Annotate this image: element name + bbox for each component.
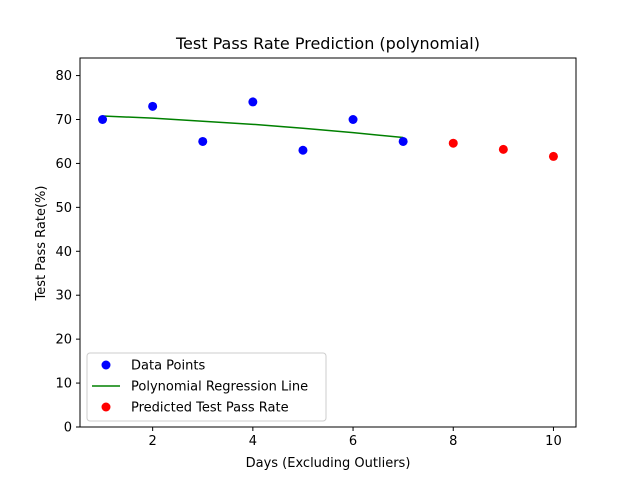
legend-label: Data Points (131, 359, 205, 374)
x-tick-label: 10 (545, 434, 562, 449)
data-point (198, 136, 208, 146)
predicted-point (548, 151, 558, 161)
legend-marker-swatch (101, 402, 111, 412)
legend-label: Predicted Test Pass Rate (131, 401, 289, 416)
y-tick-label: 50 (55, 201, 72, 216)
y-tick-label: 30 (55, 289, 72, 304)
data-point (348, 115, 358, 124)
x-tick-label: 2 (149, 434, 157, 449)
data-point (248, 97, 258, 107)
y-axis: 0 10 20 30 40 50 60 70 80 (55, 69, 80, 436)
y-tick-label: 10 (55, 377, 72, 392)
x-axis: 2 4 6 8 10 (149, 427, 562, 449)
y-tick-label: 40 (55, 245, 72, 260)
legend: Data Points Polynomial Regression Line Pre… (86, 352, 327, 422)
y-tick-label: 0 (64, 421, 72, 436)
predicted-point (448, 138, 458, 148)
y-tick-label: 60 (55, 157, 72, 172)
predicted-point (498, 144, 508, 154)
x-axis-label: Days (Excluding Outliers) (246, 456, 411, 471)
legend-marker-swatch (101, 360, 111, 370)
x-tick-label: 4 (249, 434, 257, 449)
series-layer (98, 97, 558, 161)
regression-line (102, 115, 404, 139)
chart-title: Test Pass Rate Prediction (polynomial) (175, 34, 480, 53)
data-point (98, 115, 108, 124)
data-point (298, 145, 308, 155)
x-tick-label: 6 (349, 434, 357, 449)
legend-label: Polynomial Regression Line (131, 380, 308, 395)
legend-box (86, 352, 327, 422)
data-point (148, 101, 158, 111)
data-point (398, 136, 408, 146)
x-tick-label: 8 (449, 434, 457, 449)
y-tick-label: 80 (55, 69, 72, 84)
y-tick-label: 70 (55, 113, 72, 128)
y-tick-label: 20 (55, 333, 72, 348)
y-axis-label: Test Pass Rate(%) (34, 186, 49, 302)
